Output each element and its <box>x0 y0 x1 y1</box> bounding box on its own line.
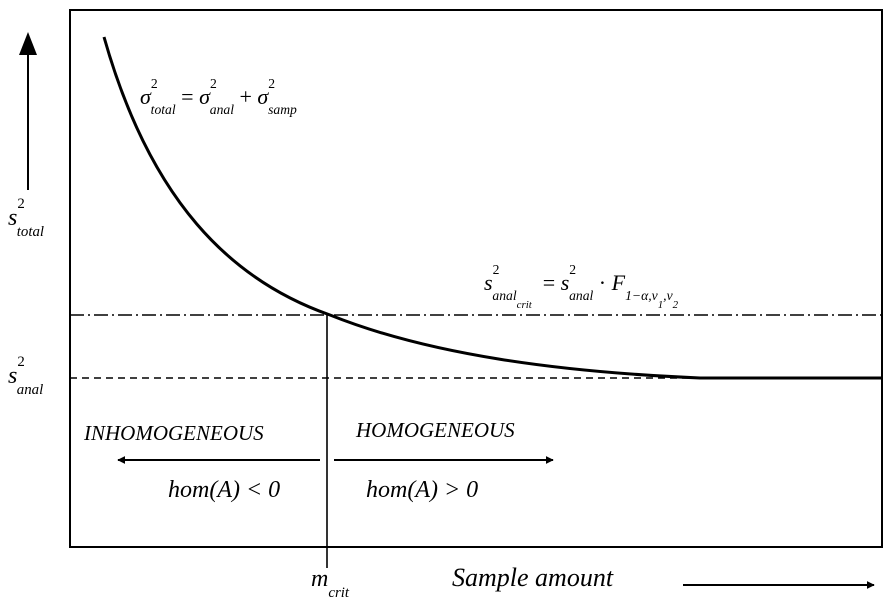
curve-equation: σ2total = σ2anal + σ2samp <box>140 76 297 118</box>
m-crit-label: mcrit <box>311 566 350 601</box>
y-axis-arrow-head <box>19 32 37 55</box>
total-variance-curve <box>102 36 882 380</box>
critical-equation: s2analcrit = s2anal · F1−α,ν1,ν2 <box>484 262 679 311</box>
homogeneous-condition: hom(A) > 0 <box>366 477 479 503</box>
y-axis-label: s2total <box>8 195 45 240</box>
homogeneous-label: HOMOGENEOUS <box>356 418 515 442</box>
baseline-label: s2anal <box>8 353 44 398</box>
inhomogeneous-label: INHOMOGENEOUS <box>84 421 264 445</box>
x-axis-label: Sample amount <box>452 563 614 592</box>
inhomogeneous-condition: hom(A) < 0 <box>168 477 281 503</box>
plot-frame <box>69 9 883 548</box>
